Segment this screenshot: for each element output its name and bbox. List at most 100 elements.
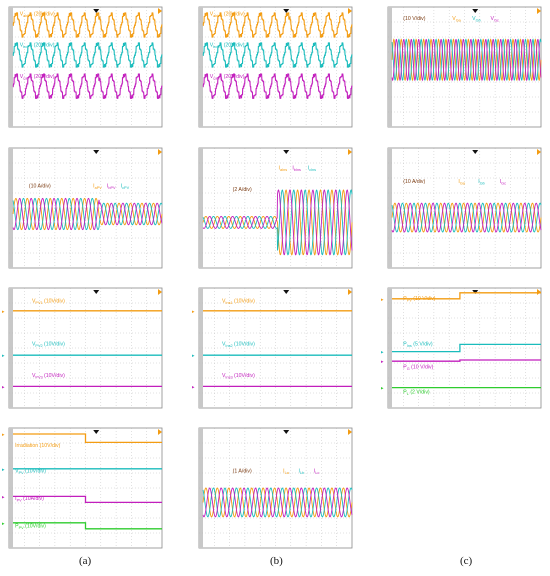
trace-label: VbcPV (20V/div) — [20, 43, 55, 50]
trace-cyan — [12, 42, 163, 68]
trace-phase-1 — [391, 38, 542, 82]
scope-panel-a4: ▸ ▸ ▸ ▸ Irradiation (10V/div) VPV (10V/div) IP… — [2, 427, 163, 549]
trace-label: PPV (10V/div) — [15, 524, 46, 531]
trace-phase-3 — [202, 487, 353, 518]
channel-marker: ▸ — [2, 432, 5, 438]
scope-left-bar — [388, 148, 392, 268]
trigger-marker-icon — [93, 290, 100, 294]
trace-label: VGc — [491, 16, 499, 23]
scope-panel-b1: VabIns (20V/div) VbcIns (20V/div) VcaIns (… — [198, 6, 353, 128]
scope-panel-c3: ▸ ▸ ▸ ▸ PPV (10 V/div) PIns (5 V/div) PG (10 V… — [381, 287, 542, 409]
trigger-level-icon — [537, 149, 541, 155]
trace-orange — [392, 292, 541, 300]
channel-marker: ▸ — [381, 359, 384, 365]
trace-label: IPV (10A/div) — [15, 496, 44, 503]
channel-marker: ▸ — [381, 386, 384, 392]
trace-label: (10 A/div) — [29, 184, 51, 190]
channel-marker: ▸ — [2, 384, 5, 390]
trace-label: VIns3 (10V/div) — [222, 373, 255, 380]
trace-label: VGb — [472, 16, 481, 23]
trigger-marker-icon — [472, 9, 479, 13]
channel-marker: ▸ — [2, 521, 5, 527]
caption-a: (a) — [79, 555, 92, 567]
trigger-marker-icon — [283, 290, 290, 294]
trace-label: PIns (5 V/div) — [403, 342, 433, 349]
scope-left-bar — [9, 7, 13, 127]
trace-label: VPV3 (10V/div) — [32, 373, 65, 380]
trigger-level-icon — [348, 149, 352, 155]
trigger-level-icon — [158, 289, 162, 295]
trace-phase-1 — [12, 197, 163, 231]
trace-phase-1 — [202, 189, 353, 256]
trace-label: IaPV — [93, 184, 102, 191]
trigger-level-icon — [158, 8, 162, 14]
scope-panel-b3: ▸ ▸ ▸ VIns1 (10V/div) VIns2 (10V/div) VIns3 (… — [192, 287, 353, 409]
trace-label: VcaIns (20V/div) — [210, 74, 245, 81]
trace-label: VcaPV (20V/div) — [20, 74, 55, 81]
trace-label: ILa — [283, 468, 290, 475]
trigger-marker-icon — [93, 430, 100, 434]
trace-phase-3 — [391, 38, 542, 82]
trace-label: VabPV (20V/div) — [20, 11, 55, 18]
scope-panel-a2: (10 A/div) IaPV IbPV IcPV — [8, 147, 163, 269]
trace-label: VabIns (20V/div) — [210, 11, 245, 18]
trigger-marker-icon — [93, 9, 100, 13]
trace-label: VPV1 (10V/div) — [32, 298, 65, 305]
trace-label: VPV (10V/div) — [15, 468, 46, 475]
scope-left-bar — [9, 148, 13, 268]
trace-label: VPV2 (10V/div) — [32, 342, 65, 349]
trace-label: VIns1 (10V/div) — [222, 298, 255, 305]
trace-label: IbPV — [107, 184, 116, 191]
trigger-level-icon — [348, 8, 352, 14]
scope-panel-b4: (1 A/div) ILa ILb ILc — [198, 427, 353, 549]
trace-phase-3 — [391, 202, 542, 233]
trace-phase-3 — [202, 189, 353, 256]
trigger-marker-icon — [283, 9, 290, 13]
trace-orange — [202, 12, 353, 38]
channel-marker: ▸ — [192, 353, 195, 359]
trigger-level-icon — [537, 8, 541, 14]
trace-label: (10 A/div) — [403, 179, 425, 185]
trace-cyan — [392, 343, 541, 353]
channel-marker: ▸ — [2, 467, 5, 473]
trace-label: VGa — [452, 16, 461, 23]
trace-label: IGb — [478, 179, 485, 186]
trace-label: VIns2 (10V/div) — [222, 342, 255, 349]
caption-b: (b) — [270, 555, 283, 567]
trace-label: PG (10 V/div) — [403, 364, 433, 371]
trace-magenta — [202, 73, 353, 99]
trace-phase-2 — [202, 487, 353, 518]
trigger-level-icon — [158, 429, 162, 435]
trace-label: (10 V/div) — [403, 16, 425, 22]
trace-label: Irradiation (10V/div) — [15, 443, 61, 449]
trace-label: (2 A/div) — [233, 187, 252, 193]
caption-c: (c) — [460, 555, 473, 567]
trace-label: VbcIns (20V/div) — [210, 43, 245, 50]
trace-phase-1 — [391, 202, 542, 233]
trace-magenta — [12, 73, 163, 99]
trace-label: IcPV — [121, 184, 130, 191]
trigger-level-icon — [348, 289, 352, 295]
scope-left-bar — [199, 7, 203, 127]
scope-left-bar — [388, 7, 392, 127]
trace-phase-2 — [12, 197, 163, 231]
trace-label: ILc — [314, 468, 320, 475]
trigger-level-icon — [348, 429, 352, 435]
trace-phase-2 — [202, 189, 353, 256]
trace-label: ILb — [298, 468, 304, 475]
trace-green — [13, 522, 162, 530]
channel-marker: ▸ — [381, 297, 384, 303]
scope-panel-a1: VabPV (20V/div) VbcPV (20V/div) VcaPV (20V… — [8, 6, 163, 128]
trace-label: (1 A/div) — [233, 468, 252, 474]
channel-marker: ▸ — [192, 384, 195, 390]
channel-marker: ▸ — [2, 309, 5, 315]
trace-phase-1 — [202, 487, 353, 518]
trigger-marker-icon — [472, 290, 479, 294]
scope-left-bar — [199, 148, 203, 268]
trace-cyan — [202, 42, 353, 68]
trace-phase-2 — [391, 38, 542, 81]
channel-marker: ▸ — [2, 494, 5, 500]
trace-orange — [12, 12, 163, 38]
scope-panel-c2: (10 A/div) IGa IGb IGc — [387, 147, 542, 269]
